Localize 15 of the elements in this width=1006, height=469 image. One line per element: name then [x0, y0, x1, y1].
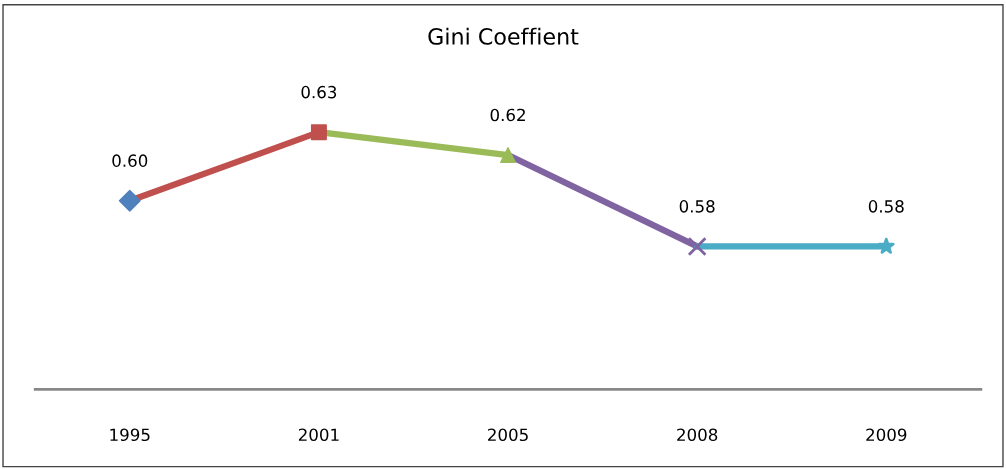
x-tick-label: 2008	[677, 428, 718, 442]
point	[310, 124, 327, 141]
x-tick-label: 2009	[866, 428, 907, 442]
data-label: 0.58	[868, 200, 904, 213]
data-label: 0.58	[679, 200, 715, 213]
data-label: 0.62	[490, 108, 525, 122]
data-label: 0.60	[112, 154, 148, 167]
point	[877, 237, 895, 254]
data-label: 0.63	[301, 85, 337, 99]
chart-title: Gini Coeffient	[428, 27, 579, 45]
point	[687, 236, 707, 257]
x-tick-label: 2001	[298, 428, 339, 442]
x-tick-label: 1995	[110, 428, 150, 442]
x-tick-label: 2005	[488, 428, 528, 442]
point	[500, 147, 517, 164]
